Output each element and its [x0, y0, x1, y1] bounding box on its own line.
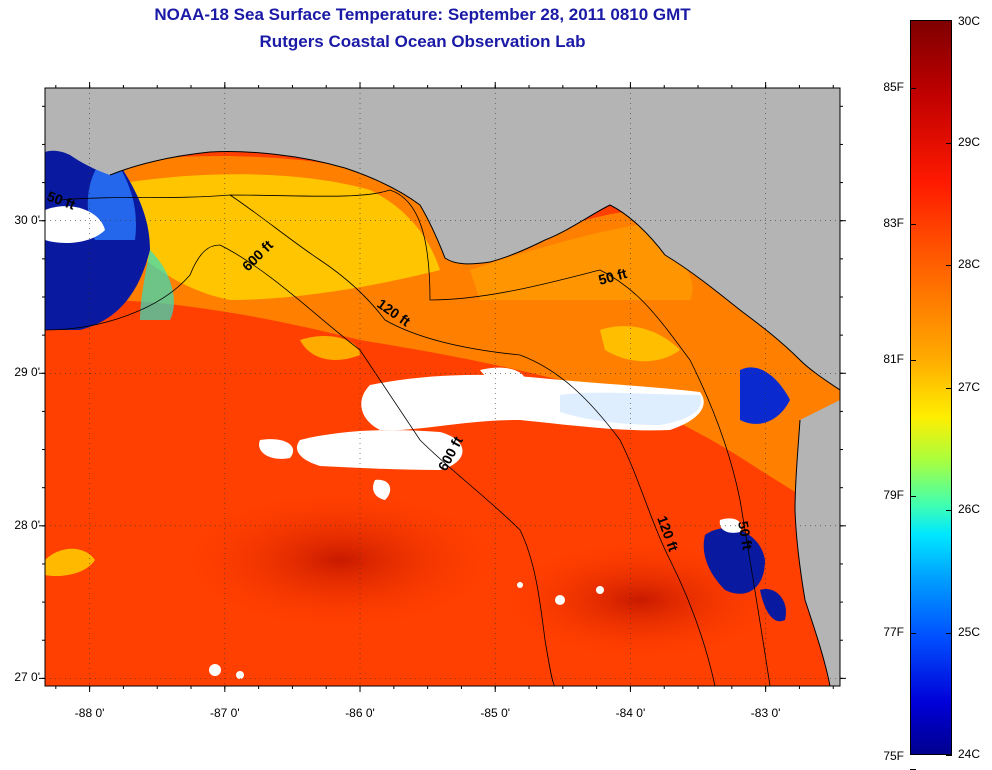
colorbar-celsius-tick: [946, 387, 952, 389]
colorbar-fahrenheit-label: 81F: [883, 352, 904, 367]
lon-tick-label: -87 0': [209, 706, 240, 720]
colorbar-celsius-tick: [946, 755, 952, 756]
lon-tick-label: -84 0': [615, 706, 646, 720]
sst-field: 50 ft 600 ft 120 ft 50 ft 600 ft 120 ft …: [45, 88, 840, 686]
contour-label-50ft-east: 50 ft: [597, 265, 629, 288]
map-frame: [44, 87, 841, 687]
lon-tick-label: -88 0': [74, 706, 105, 720]
contour-label-50ft-south: 50 ft: [735, 520, 756, 551]
lon-tick-label: -83 0': [750, 706, 781, 720]
lon-tick-label: -85 0': [480, 706, 511, 720]
colorbar-fahrenheit-label: 85F: [883, 80, 904, 95]
lat-tick-label: 28 0': [14, 517, 40, 532]
colorbar-celsius-tick: [946, 510, 952, 511]
axis-ticks: [39, 82, 846, 692]
colorbar-fahrenheit-tick: [910, 88, 916, 90]
colorbar-celsius-label: 25C: [958, 624, 981, 639]
lat-tick-label: 27 0': [14, 670, 40, 685]
colorbar-fahrenheit-tick: [910, 224, 916, 226]
lon-tick-label: -86 0': [345, 706, 375, 720]
colorbar-fahrenheit-label: 83F: [883, 216, 904, 231]
temperature-colorbar: [910, 20, 952, 755]
colorbar-celsius-tick: [946, 632, 952, 634]
colorbar-fahrenheit-label: 77F: [883, 624, 904, 639]
colorbar-fahrenheit-tick: [910, 496, 916, 498]
lat-tick-label: 29 0': [14, 365, 40, 380]
map-subtitle: Rutgers Coastal Ocean Observation Lab: [259, 32, 586, 51]
colorbar-celsius-label: 28C: [958, 257, 981, 271]
colorbar-fahrenheit-tick: [910, 768, 916, 770]
colorbar-celsius-label: 26C: [958, 502, 981, 516]
colorbar-celsius-label: 24C: [958, 747, 981, 761]
map-title: NOAA-18 Sea Surface Temperature: Septemb…: [154, 5, 691, 24]
colorbar-celsius-tick: [946, 142, 952, 144]
colorbar-fahrenheit-tick: [910, 360, 916, 362]
colorbar-celsius-label: 29C: [958, 134, 981, 149]
colorbar-celsius-label: 30C: [958, 14, 981, 28]
colorbar-fahrenheit-tick: [910, 632, 916, 634]
colorbar-celsius-tick: [946, 265, 952, 266]
colorbar-fahrenheit-label: 79F: [883, 488, 904, 503]
colorbar-fahrenheit-label: 75F: [883, 749, 904, 763]
colorbar-celsius-tick: [946, 20, 952, 21]
colorbar-celsius-label: 27C: [958, 379, 981, 394]
lat-tick-label: 30 0': [14, 212, 40, 227]
